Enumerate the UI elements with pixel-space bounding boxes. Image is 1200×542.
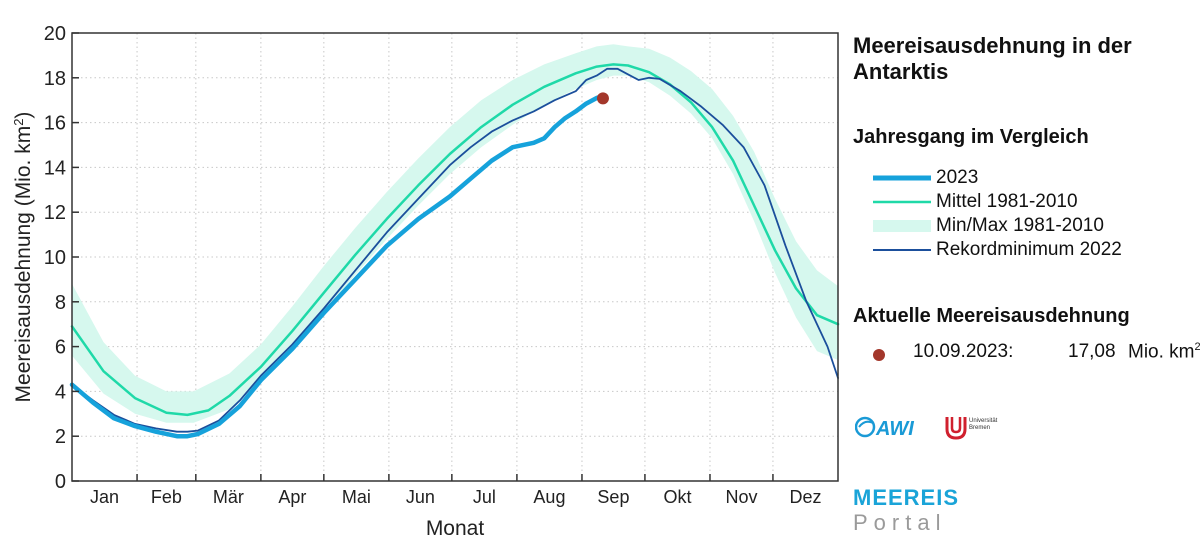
y-tick-label: 12 [44,202,66,224]
x-tick-labels: Jan Feb Mär Apr Mai Jun Jul Aug Sep Okt Nov Dez [90,487,821,507]
y-tick-label: 0 [55,471,66,493]
series-band-minmax [72,44,838,423]
current-date: 10.09.2023: [913,341,1014,362]
current-extent-title: Aktuelle Meereisausdehnung [853,305,1130,327]
x-tick-label: Dez [789,487,821,507]
legend-swatch-mean [873,200,931,204]
y-tick-label: 18 [44,68,66,90]
y-tick-label: 8 [55,292,66,314]
x-tick-label: Okt [663,487,691,507]
series-line-mittel-1981-2010 [70,63,840,417]
x-tick-label: Apr [278,487,306,507]
uni-bremen-mark [945,417,967,440]
current-point-marker [873,349,885,361]
legend-label: Min/Max 1981-2010 [936,215,1104,236]
series-line-rekordminimum-2022 [71,67,839,433]
awi-logo-text: AWI [875,418,914,440]
y-tick-label: 4 [55,381,66,403]
portal-logo-line1: MEEREIS [853,485,960,510]
y-axis-label: Meereisausdehnung (Mio. km2) [11,112,36,403]
x-tick-label: Mär [213,487,244,507]
current-unit-sup: 2 [1194,341,1200,353]
y-tick-label: 20 [44,23,66,45]
uni-bremen-logo: Universität Bremen [945,415,1015,441]
chart-title: Meereisausdehnung in der Antarktis [853,33,1132,84]
minmax-band-layer [72,44,838,423]
meereisportal-logo: MEEREIS Portal [853,486,959,536]
legend-swatch-record-min [873,249,931,251]
uni-logo-line1: Universität [969,418,998,424]
uni-logo-line2: Bremen [969,425,991,431]
y-tick-labels: 0 2 4 6 8 10 12 14 16 18 20 [44,23,66,493]
x-tick-label: Jul [473,487,496,507]
y-tick-label: 6 [55,337,66,359]
portal-logo-line2: Portal [853,510,947,535]
plot-frame [71,32,839,482]
series-lines [69,63,840,439]
plot-border [71,32,839,482]
legend-subtitle: Jahresgang im Vergleich [853,126,1089,148]
current-unit: Mio. km2 [1128,341,1200,363]
y-tick-label: 10 [44,247,66,269]
y-tick-label: 2 [55,426,66,448]
legend-label: Rekordminimum 2022 [936,239,1122,260]
current-unit-text: Mio. km [1128,341,1195,363]
x-tick-label: Jan [90,487,119,507]
x-tick-label: Aug [533,487,565,507]
x-tick-label: Mai [342,487,371,507]
y-tick-label: 16 [44,113,66,135]
x-tick-label: Jun [406,487,435,507]
legend-label: Mittel 1981-2010 [936,191,1078,212]
current-point [596,92,609,105]
legend-panel: Meereisausdehnung in der Antarktis Jahre… [853,0,1200,542]
x-axis-label: Monat [426,517,485,540]
x-tick-label: Nov [725,487,757,507]
awi-logo: AWI [855,416,914,440]
y-tick-label: 14 [44,157,66,179]
x-tick-label: Sep [597,487,629,507]
sea-ice-chart: 0 2 4 6 8 10 12 14 16 18 20 Jan Feb Mär Apr Mai Jun Jul A… [11,23,840,540]
current-value: 17,08 [1068,341,1116,362]
x-tick-label: Feb [151,487,182,507]
legend-label: 2023 [936,167,979,188]
legend-swatch-minmax [873,220,931,232]
legend-swatch-2023 [873,175,931,181]
series-line-2023 [69,93,606,439]
